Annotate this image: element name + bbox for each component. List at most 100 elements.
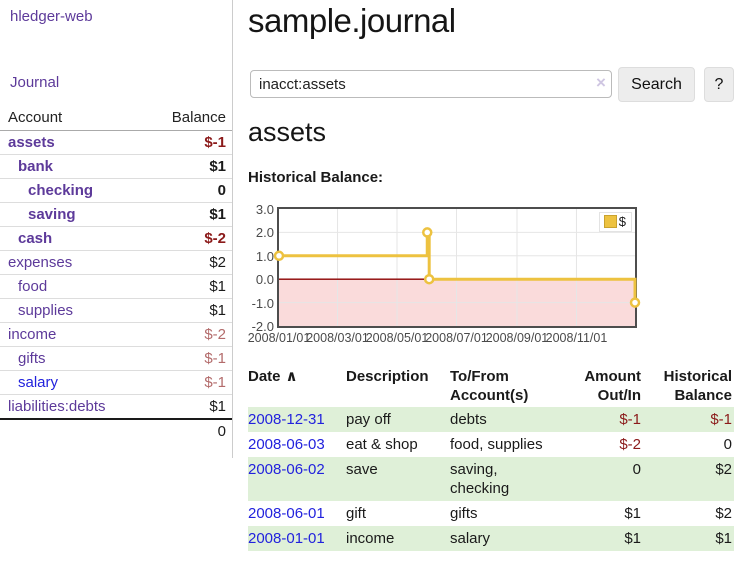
account-balance: 0 xyxy=(217,182,226,199)
balance-column-header: Balance xyxy=(141,106,232,131)
transaction-amount: 0 xyxy=(632,461,641,478)
transaction-date-link[interactable]: 2008-06-02 xyxy=(248,461,325,478)
account-link[interactable]: checking xyxy=(28,182,94,199)
transaction-balance: 0 xyxy=(723,436,732,453)
transaction-description: eat & shop xyxy=(346,436,418,453)
account-row: checking 0 xyxy=(0,178,232,203)
data-point-marker xyxy=(629,297,641,308)
chart-label: Historical Balance: xyxy=(248,169,384,186)
register-row: 2008-01-01 income salary $1 $1 xyxy=(248,526,734,551)
account-balance: $-2 xyxy=(204,326,226,343)
register-column-header: Description xyxy=(346,368,429,385)
transaction-balance: $2 xyxy=(715,461,732,478)
chart-plot-area: $ xyxy=(273,207,641,328)
account-link[interactable]: assets xyxy=(8,134,55,151)
x-axis-tick-label: 2008/05/01 xyxy=(365,331,429,345)
account-row: bank $1 xyxy=(0,154,232,179)
transaction-description: gift xyxy=(346,505,367,522)
account-balance: $1 xyxy=(209,398,226,415)
account-balance: $1 xyxy=(209,302,226,319)
account-row: salary $-1 xyxy=(0,370,232,395)
x-axis-tick-label: 2008/07/01 xyxy=(425,331,488,345)
chart-legend: $ xyxy=(598,212,632,232)
register-row: 2008-06-03 eat & shop food, supplies $-2 0 xyxy=(248,432,734,457)
search-input[interactable] xyxy=(250,70,612,98)
y-axis-tick-label: 3.0 xyxy=(255,202,274,217)
y-axis-tick-label: -1.0 xyxy=(251,295,274,311)
y-axis-tick-label: -2.0 xyxy=(251,319,274,334)
data-point-marker xyxy=(273,250,285,262)
sidebar-item-journal[interactable]: Journal xyxy=(10,74,60,91)
account-table-header-row: Account Balance xyxy=(0,106,232,131)
account-link[interactable]: bank xyxy=(18,158,54,175)
main-content: sample.journal × Search ? assets Histori… xyxy=(248,0,734,582)
sidebar: hledger-web Journal Account Balance asse… xyxy=(0,0,233,458)
register-table: Date ∧ Description To/From Account(s) Amount O… xyxy=(248,364,734,551)
account-balance: $1 xyxy=(209,158,226,175)
account-balance: $-1 xyxy=(204,350,226,367)
data-point-marker xyxy=(422,227,433,238)
account-link[interactable]: saving xyxy=(28,206,76,223)
page-title: sample.journal xyxy=(248,2,456,39)
transaction-accounts: saving, checking xyxy=(450,461,510,497)
brand-link[interactable]: hledger-web xyxy=(10,8,93,25)
historical-balance-chart: 3.0 2.0 1.0 0.0 -1.0 -2.0 $2008/01/01 2008/03/0… xyxy=(248,196,734,348)
register-column-header: Amount Out/In xyxy=(584,368,641,404)
x-axis-tick-label: 2008/09/01 xyxy=(485,331,549,345)
account-link[interactable]: liabilities:debts xyxy=(8,398,106,415)
transaction-accounts: salary xyxy=(450,530,491,547)
clear-search-icon[interactable]: × xyxy=(596,73,606,92)
account-link[interactable]: salary xyxy=(18,374,59,391)
account-link[interactable]: gifts xyxy=(18,350,46,367)
transaction-amount: $-2 xyxy=(619,436,641,453)
transaction-description: income xyxy=(346,530,395,547)
total-balance: 0 xyxy=(141,418,232,443)
register-column-header: To/From Account(s) xyxy=(450,368,529,404)
account-balance: $2 xyxy=(209,254,226,271)
y-axis-tick-label: 0.0 xyxy=(255,272,274,288)
x-axis-tick-label: 2008/01/01 xyxy=(247,331,311,345)
transaction-accounts: food, supplies xyxy=(450,436,543,453)
account-link[interactable]: food xyxy=(18,278,48,295)
transaction-date-link[interactable]: 2008-12-31 xyxy=(248,411,325,428)
total-row: 0 xyxy=(0,418,232,443)
search-button[interactable]: Search xyxy=(618,67,695,102)
register-column-header[interactable]: Date ∧ xyxy=(248,368,298,385)
account-balance: $-1 xyxy=(204,374,226,391)
account-link[interactable]: income xyxy=(8,326,57,343)
register-row: 2008-06-02 save saving, checking 0 $2 xyxy=(248,457,734,501)
account-heading: assets xyxy=(248,117,327,147)
transaction-date-link[interactable]: 2008-06-01 xyxy=(248,505,325,522)
transaction-balance: $2 xyxy=(715,505,732,522)
account-row: food $1 xyxy=(0,274,232,299)
account-row: expenses $2 xyxy=(0,250,232,275)
x-axis-tick-label: 2008/03/01 xyxy=(306,331,369,345)
transaction-balance: $1 xyxy=(715,530,732,547)
transaction-accounts: debts xyxy=(450,411,487,428)
y-axis-tick-label: 1.0 xyxy=(255,248,274,264)
account-row: gifts $-1 xyxy=(0,346,232,371)
register-row: 2008-06-01 gift gifts $1 $2 xyxy=(248,501,734,526)
account-balance: $1 xyxy=(209,278,226,295)
transaction-amount: $1 xyxy=(624,530,641,547)
account-balance: $1 xyxy=(209,206,226,223)
account-link[interactable]: cash xyxy=(18,230,53,247)
register-column-header: Historical Balance xyxy=(663,368,732,404)
account-link[interactable]: supplies xyxy=(18,302,74,319)
register-row: 2008-12-31 pay off debts $-1 $-1 xyxy=(248,407,734,432)
help-button[interactable]: ? xyxy=(704,67,734,102)
account-row: liabilities:debts $1 xyxy=(0,394,232,419)
transaction-date-link[interactable]: 2008-01-01 xyxy=(248,530,325,547)
transaction-accounts: gifts xyxy=(450,505,478,522)
account-row: income $-2 xyxy=(0,322,232,347)
sort-asc-icon: ∧ xyxy=(285,368,298,385)
account-balance: $-2 xyxy=(204,230,226,247)
account-balance: $-1 xyxy=(204,134,226,151)
transaction-description: pay off xyxy=(346,411,391,428)
register-header-row: Date ∧ Description To/From Account(s) Amount O… xyxy=(248,364,734,407)
account-column-header: Account xyxy=(0,106,142,131)
account-link[interactable]: expenses xyxy=(8,254,73,271)
transaction-amount: $-1 xyxy=(619,411,641,428)
transaction-date-link[interactable]: 2008-06-03 xyxy=(248,436,325,453)
